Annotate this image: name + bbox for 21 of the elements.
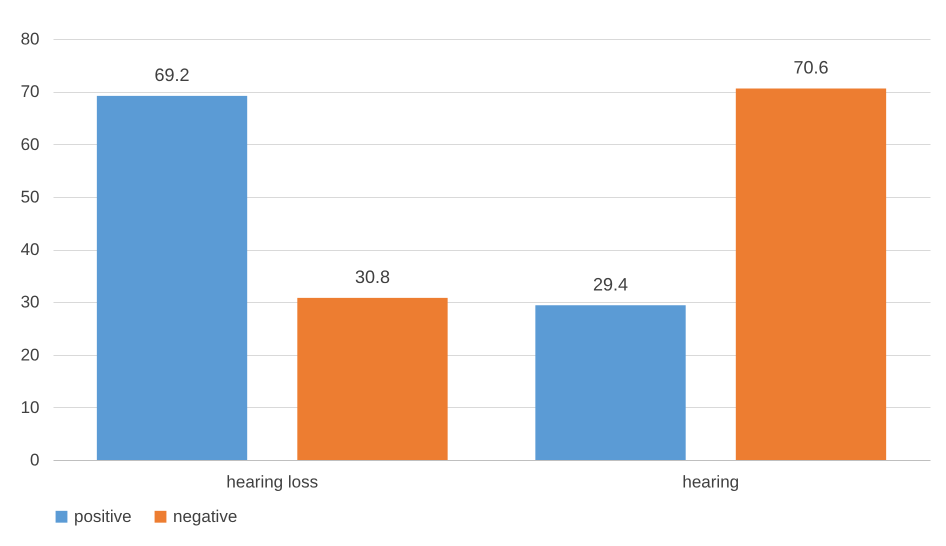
- data-label: 30.8: [354, 266, 390, 287]
- legend-label: positive: [74, 506, 132, 526]
- y-tick-label: 70: [20, 82, 40, 102]
- y-tick-label: 50: [20, 187, 40, 206]
- bar: [297, 298, 448, 460]
- x-tick-label: hearing: [682, 472, 740, 492]
- y-tick-label: 80: [20, 30, 40, 48]
- y-tick-label: 10: [20, 398, 40, 417]
- x-tick-label: hearing loss: [226, 472, 318, 492]
- bar: [535, 305, 686, 460]
- legend-label: negative: [173, 506, 238, 526]
- y-tick-label: 30: [20, 292, 40, 312]
- y-tick-label: 60: [20, 134, 40, 154]
- y-tick-label: 0: [30, 450, 40, 470]
- data-label: 70.6: [793, 57, 828, 78]
- bar: [96, 96, 248, 460]
- y-tick-label: 40: [20, 240, 40, 259]
- y-tick-label: 20: [20, 345, 40, 364]
- data-label: 29.4: [593, 274, 628, 294]
- bar: [736, 88, 886, 460]
- data-label: 69.2: [154, 64, 190, 85]
